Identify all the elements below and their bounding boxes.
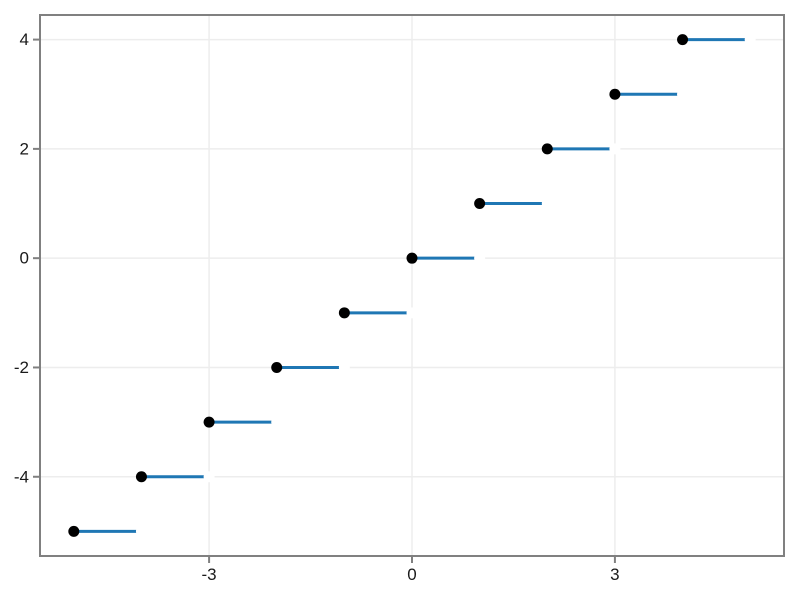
open-endpoint-marker bbox=[271, 416, 283, 428]
data-point bbox=[677, 34, 689, 46]
y-tick-label: -4 bbox=[14, 467, 29, 486]
open-endpoint-marker bbox=[541, 198, 553, 210]
y-tick-label: 4 bbox=[20, 30, 29, 49]
open-endpoint-marker bbox=[135, 525, 147, 537]
y-tick-label: 2 bbox=[20, 139, 29, 158]
plot-frame bbox=[39, 14, 785, 557]
data-point bbox=[609, 88, 621, 100]
y-tick-label: 0 bbox=[20, 249, 29, 268]
open-endpoint-marker bbox=[406, 307, 418, 319]
open-endpoint-marker bbox=[677, 88, 689, 100]
data-point bbox=[271, 361, 283, 373]
open-endpoint-marker bbox=[338, 361, 350, 373]
open-endpoint-marker bbox=[203, 471, 215, 483]
open-endpoint-marker bbox=[474, 252, 486, 264]
data-point bbox=[406, 252, 418, 264]
data-point bbox=[203, 416, 215, 428]
open-endpoint-marker bbox=[744, 34, 756, 46]
x-tick-label: 0 bbox=[407, 565, 416, 584]
data-point bbox=[68, 525, 80, 537]
x-tick-label: -3 bbox=[202, 565, 217, 584]
data-point bbox=[474, 198, 486, 210]
data-point bbox=[135, 471, 147, 483]
x-tick-label: 3 bbox=[610, 565, 619, 584]
y-tick-label: -2 bbox=[14, 358, 29, 377]
data-point bbox=[541, 143, 553, 155]
open-endpoint-marker bbox=[609, 143, 621, 155]
data-point bbox=[338, 307, 350, 319]
